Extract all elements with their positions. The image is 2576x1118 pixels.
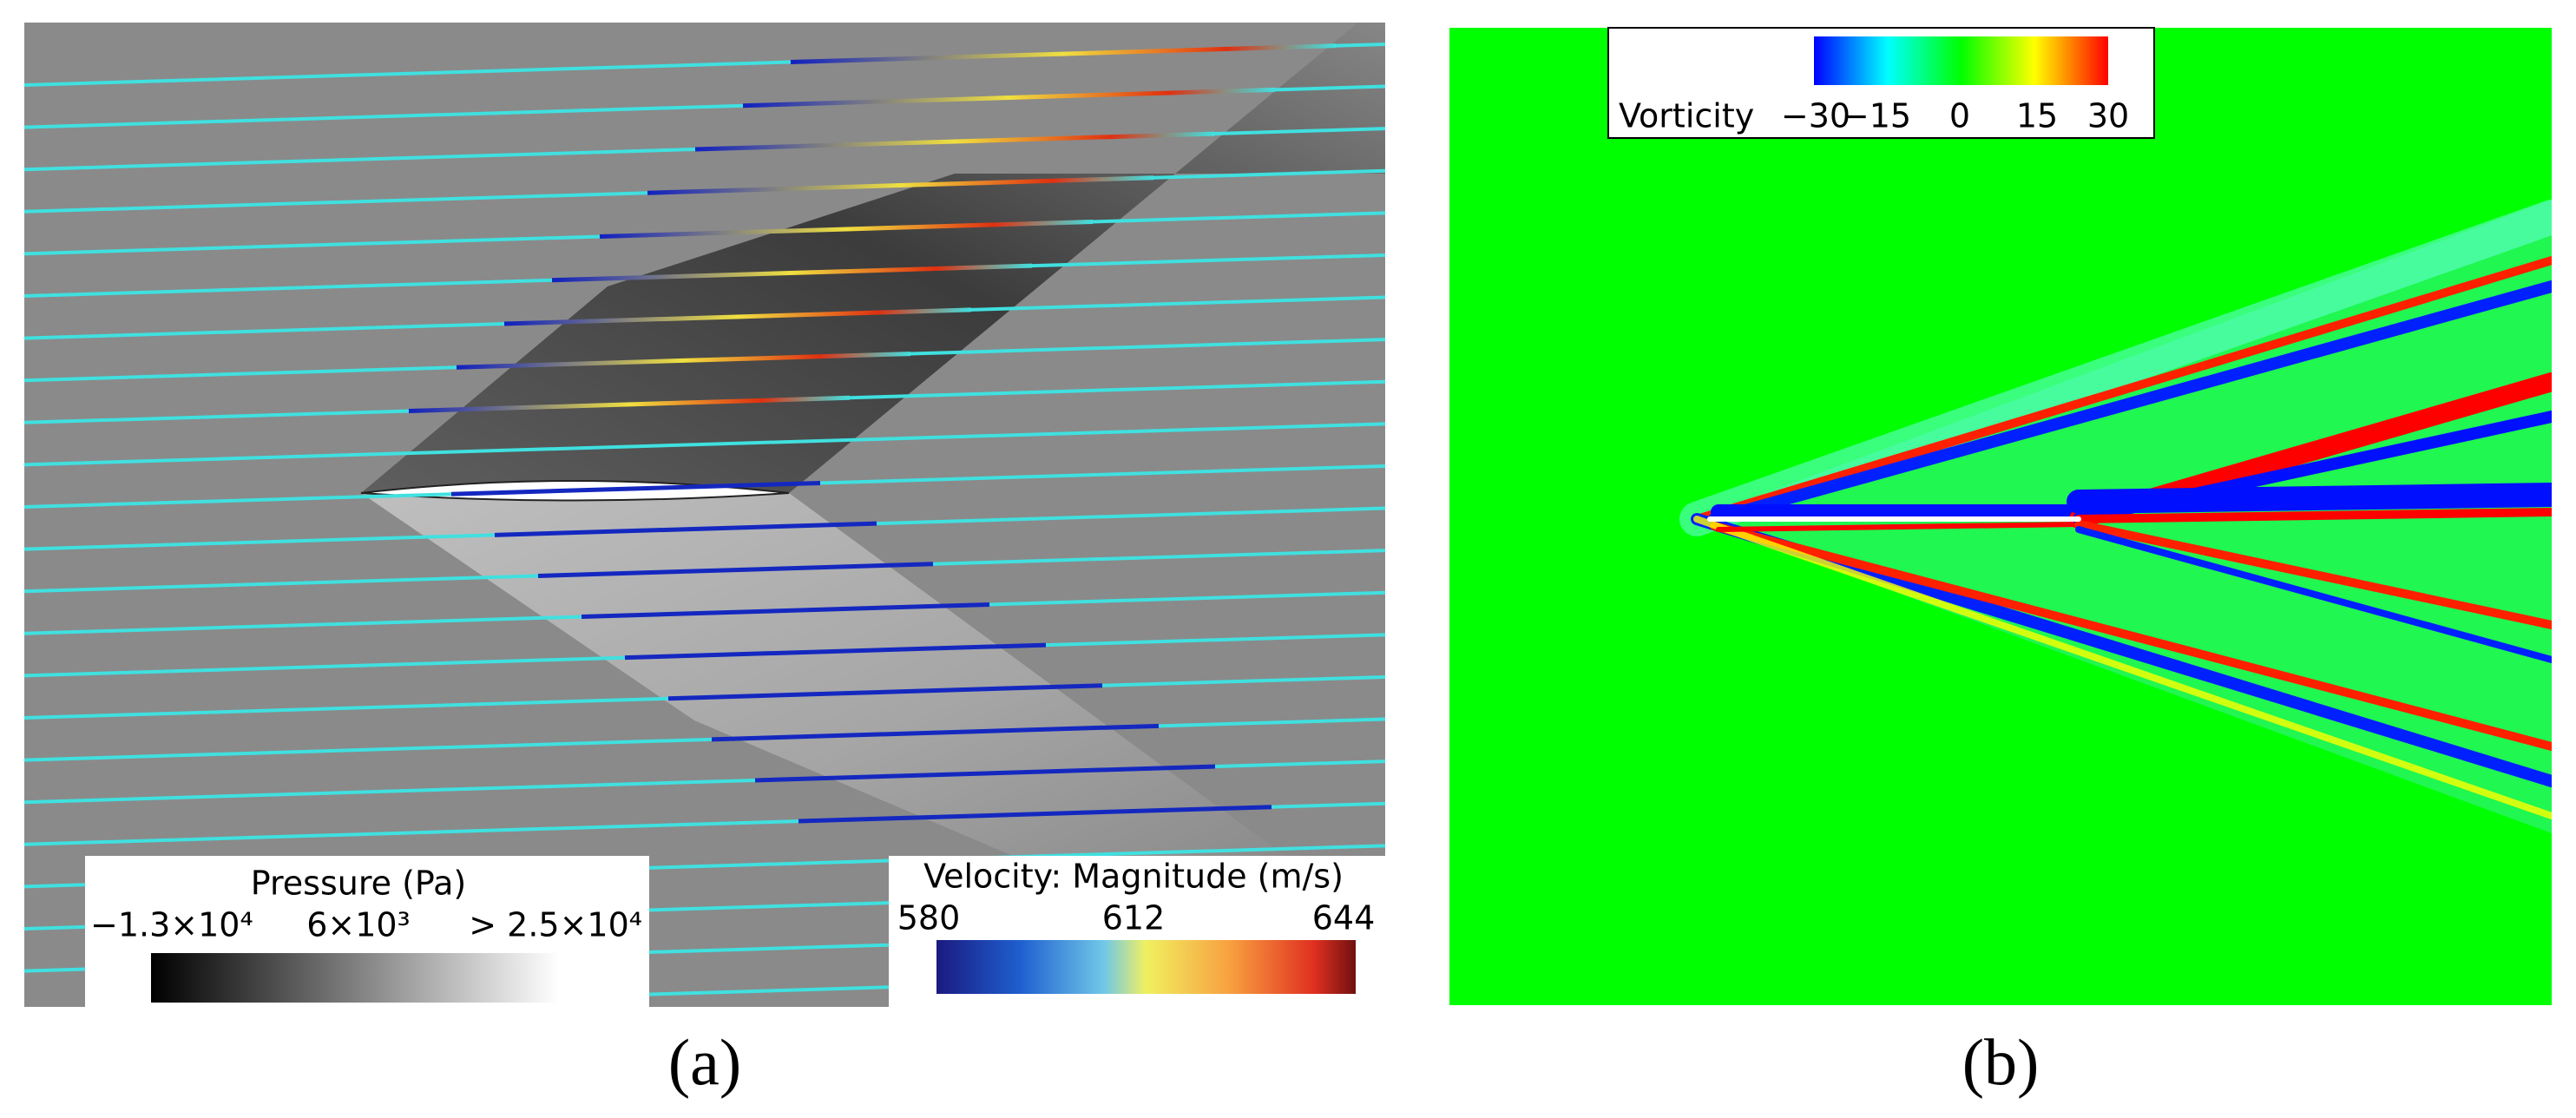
legend-tick: −15	[1842, 97, 1911, 135]
streamline	[798, 805, 1272, 824]
streamline	[694, 131, 1215, 152]
panel-label: (a)	[668, 1026, 741, 1099]
pressure-legend: Pressure (Pa) −1.3×10⁴ 6×10³ > 2.5×10⁴	[85, 856, 649, 1007]
legend-tick: > 2.5×10⁴	[469, 906, 642, 944]
panel-a-image	[24, 23, 1385, 1007]
legend-tick: −30	[1781, 97, 1850, 135]
streamline	[647, 175, 1154, 195]
color-bar	[1814, 36, 2108, 85]
panel-label: (b)	[1962, 1026, 2040, 1099]
streamline	[667, 683, 1103, 701]
streamline	[624, 642, 1047, 661]
streamline	[599, 219, 1094, 240]
streamline	[754, 764, 1216, 783]
streamline	[503, 307, 972, 326]
legend-tick: 612	[1102, 899, 1166, 937]
streamline	[450, 480, 821, 497]
panel-b-image	[1449, 28, 2552, 1005]
streamline	[581, 602, 990, 620]
legend-tick: −1.3×10⁴	[90, 906, 253, 944]
streamline	[537, 562, 934, 578]
legend-tick: 15	[2016, 97, 2058, 135]
color-bar	[151, 953, 559, 1003]
streamline	[742, 87, 1276, 109]
legend-tick: 30	[2087, 97, 2129, 135]
streamline	[711, 723, 1160, 742]
streamline	[494, 521, 877, 537]
legend-title: Pressure (Pa)	[251, 865, 466, 903]
legend-title: Velocity: Magnitude (m/s)	[923, 858, 1344, 896]
vorticity-legend: Vorticity −30 −15 0 15 30	[1607, 27, 2155, 139]
legend-tick: 0	[1949, 97, 1970, 135]
streamline	[24, 422, 1385, 467]
streamline	[456, 352, 911, 370]
streamline	[551, 263, 1033, 283]
streamline	[408, 395, 851, 414]
legend-title: Vorticity	[1619, 97, 1754, 135]
color-bar	[936, 940, 1356, 994]
streamline	[790, 43, 1337, 65]
legend-tick: 6×10³	[306, 906, 411, 944]
legend-tick: 580	[897, 899, 961, 937]
velocity-legend: Velocity: Magnitude (m/s) 580 612 644	[889, 856, 1385, 1007]
legend-tick: 644	[1312, 899, 1376, 937]
